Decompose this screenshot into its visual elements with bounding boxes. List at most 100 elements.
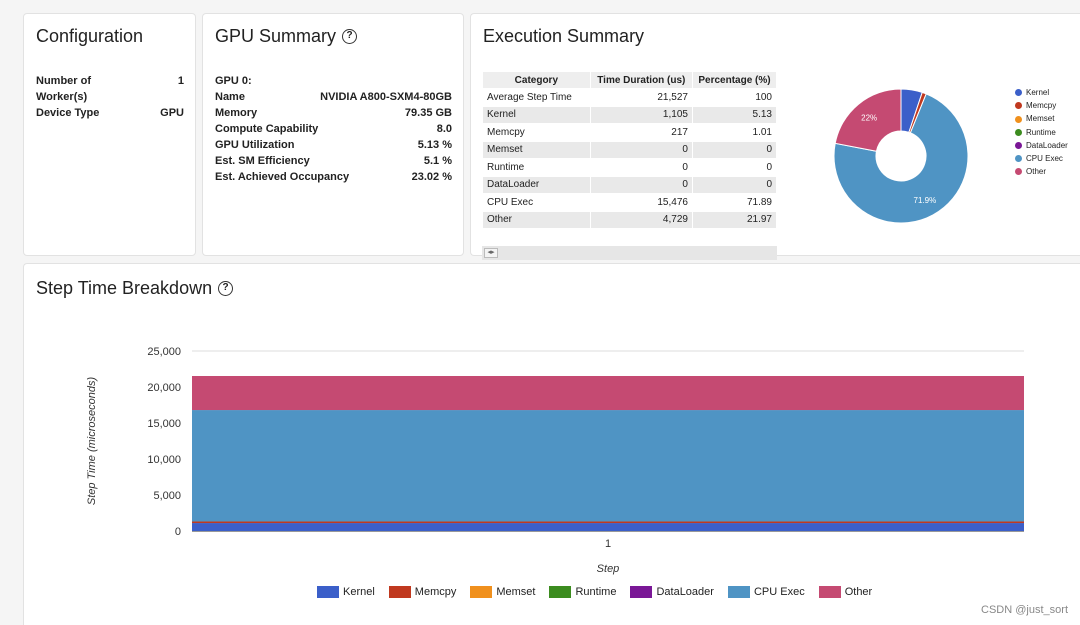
table-cell: 21.97 bbox=[691, 210, 778, 229]
pager-icon[interactable]: ◂▸ bbox=[484, 248, 498, 258]
pie-slice-label: 22% bbox=[861, 113, 877, 122]
gpu-row: Name NVIDIA A800-SXM4-80GB bbox=[215, 89, 452, 105]
gpu-label: Est. SM Efficiency bbox=[215, 155, 310, 167]
legend-label: Memset bbox=[1026, 114, 1055, 124]
table-cell: 0 bbox=[691, 175, 778, 194]
legend-label: DataLoader bbox=[656, 586, 714, 598]
gpu-summary-title: GPU Summary bbox=[215, 26, 337, 46]
table-cell: Other bbox=[482, 210, 591, 229]
gpu-value: NVIDIA A800-SXM4-80GB bbox=[320, 91, 452, 103]
legend-item-runtime[interactable]: Runtime bbox=[549, 586, 616, 598]
pie-slice-label: 71.9% bbox=[914, 196, 937, 205]
table-cell: Memcpy bbox=[482, 123, 591, 142]
table-row: Memset 0 0 bbox=[482, 140, 778, 159]
legend-swatch bbox=[1015, 89, 1022, 97]
config-row-device-type: Device Type GPU bbox=[36, 105, 184, 121]
legend-label: Runtime bbox=[575, 586, 617, 598]
legend-label: Memset bbox=[496, 586, 536, 598]
config-value: 1 bbox=[177, 75, 184, 87]
legend-label: Other bbox=[1026, 167, 1047, 177]
legend-swatch bbox=[549, 586, 572, 598]
execution-summary-table: Category Time Duration (us) Percentage (… bbox=[482, 71, 778, 229]
legend-swatch bbox=[1015, 102, 1022, 110]
gpu-label: Compute Capability bbox=[215, 123, 319, 135]
table-cell: 217 bbox=[589, 123, 693, 142]
table-header-row: Category Time Duration (us) Percentage (… bbox=[482, 71, 778, 89]
table-cell: 1,105 bbox=[589, 105, 693, 124]
legend-label: CPU Exec bbox=[1026, 154, 1063, 164]
legend-label: Memcpy bbox=[1026, 101, 1057, 111]
legend-swatch bbox=[1015, 168, 1022, 176]
gpu-summary-list: GPU 0: Name NVIDIA A800-SXM4-80GB Memory 7… bbox=[215, 73, 452, 185]
legend-label: Runtime bbox=[1026, 127, 1056, 137]
legend-item-kernel[interactable]: Kernel bbox=[317, 586, 375, 598]
step-time-breakdown-card: Step Time Breakdown ? bbox=[23, 263, 1080, 625]
column-header[interactable]: Time Duration (us) bbox=[589, 71, 693, 89]
legend-item-other[interactable]: Other bbox=[818, 586, 873, 598]
legend-swatch bbox=[727, 586, 750, 598]
watermark: CSDN @just_sort bbox=[981, 604, 1068, 616]
legend-item-kernel[interactable]: Kernel bbox=[1015, 86, 1068, 99]
gpu-row: Memory 79.35 GB bbox=[215, 105, 452, 121]
legend-item-runtime[interactable]: Runtime bbox=[1015, 126, 1068, 139]
legend-swatch bbox=[1015, 155, 1022, 163]
config-value: GPU bbox=[160, 107, 184, 119]
legend-item-memcpy[interactable]: Memcpy bbox=[388, 586, 456, 598]
table-cell: 0 bbox=[691, 140, 778, 159]
legend-swatch bbox=[630, 586, 653, 598]
legend-item-memset[interactable]: Memset bbox=[1015, 112, 1068, 125]
legend-label: Kernel bbox=[1026, 88, 1050, 97]
legend-item-cpu-exec[interactable]: CPU Exec bbox=[1015, 152, 1068, 165]
gpu-value: 79.35 GB bbox=[404, 107, 452, 119]
table-row: DataLoader 0 0 bbox=[482, 175, 778, 194]
help-icon[interactable]: ? bbox=[342, 29, 358, 44]
table-row: Other 4,729 21.97 bbox=[482, 210, 778, 229]
table-cell: Runtime bbox=[482, 158, 591, 177]
execution-summary-title: Execution Summary bbox=[483, 26, 645, 46]
legend-swatch bbox=[388, 586, 411, 598]
gpu-value: 5.1 % bbox=[423, 155, 452, 167]
legend-swatch bbox=[1015, 141, 1022, 149]
gpu-label: Memory bbox=[215, 107, 258, 119]
gpu-row: Est. SM Efficiency 5.1 % bbox=[215, 153, 452, 169]
legend-label: Other bbox=[844, 586, 873, 598]
table-cell: 0 bbox=[589, 175, 693, 194]
pie-slice-cpu-exec[interactable] bbox=[833, 93, 969, 224]
table-row: Kernel 1,105 5.13 bbox=[482, 105, 778, 124]
gpu-row: GPU Utilization 5.13 % bbox=[215, 137, 452, 153]
table-cell: 15,476 bbox=[589, 193, 693, 212]
configuration-card: Configuration Number of Worker(s) 1 Devi… bbox=[23, 13, 196, 256]
help-icon[interactable]: ? bbox=[218, 281, 234, 296]
configuration-list: Number of Worker(s) 1 Device Type GPU bbox=[36, 73, 184, 121]
table-cell: CPU Exec bbox=[482, 193, 591, 212]
gpu-label: GPU 0: bbox=[215, 75, 252, 87]
gpu-label: Name bbox=[215, 91, 245, 103]
gpu-row: GPU 0: bbox=[215, 73, 452, 89]
column-header[interactable]: Category bbox=[482, 71, 591, 89]
table-cell: 4,729 bbox=[589, 210, 693, 229]
legend-item-dataloader[interactable]: DataLoader bbox=[630, 586, 714, 598]
table-row: Runtime 0 0 bbox=[482, 158, 778, 177]
pie-slice-other[interactable] bbox=[834, 88, 902, 152]
step-breakdown-title-wrap: Step Time Breakdown ? bbox=[36, 278, 234, 299]
legend-label: Kernel bbox=[343, 586, 375, 598]
legend-item-memcpy[interactable]: Memcpy bbox=[1015, 99, 1068, 112]
legend-item-dataloader[interactable]: DataLoader bbox=[1015, 139, 1068, 152]
gpu-value: 5.13 % bbox=[417, 139, 452, 151]
configuration-title: Configuration bbox=[36, 26, 144, 46]
table-cell: DataLoader bbox=[482, 175, 591, 194]
config-label: Device Type bbox=[36, 107, 100, 119]
gpu-value: 8.0 bbox=[436, 123, 452, 135]
legend-swatch bbox=[818, 586, 841, 598]
legend-item-cpu-exec[interactable]: CPU Exec bbox=[727, 586, 805, 598]
execution-summary-card: Execution Summary Category Time Duration… bbox=[470, 13, 1080, 260]
legend-item-memset[interactable]: Memset bbox=[470, 586, 535, 598]
table-row: Average Step Time 21,527 100 bbox=[482, 88, 778, 107]
column-header[interactable]: Percentage (%) bbox=[691, 71, 778, 89]
table-cell: 0 bbox=[589, 140, 693, 159]
table-row: Memcpy 217 1.01 bbox=[482, 123, 778, 142]
legend-item-other[interactable]: Other bbox=[1015, 165, 1068, 178]
table-row: CPU Exec 15,476 71.89 bbox=[482, 193, 778, 212]
legend-swatch bbox=[317, 586, 339, 598]
step-breakdown-title: Step Time Breakdown bbox=[36, 278, 213, 298]
